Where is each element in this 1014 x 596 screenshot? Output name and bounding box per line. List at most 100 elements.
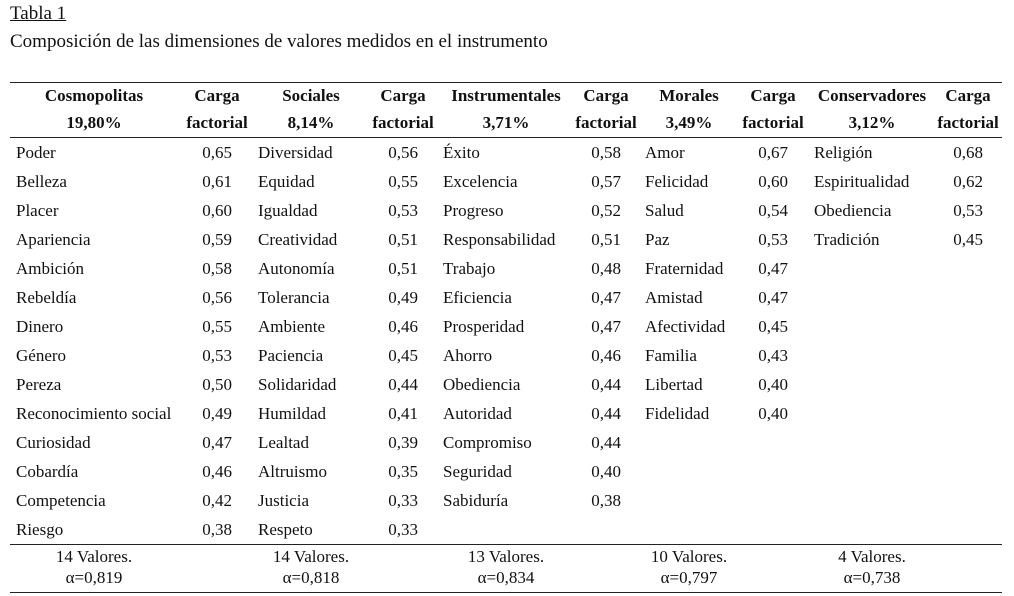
item-name: Curiosidad [16, 433, 91, 452]
item-name: Paciencia [258, 346, 324, 365]
item-name: Libertad [645, 375, 703, 394]
item-loading: 0,49 [202, 404, 232, 423]
item-loading: 0,33 [388, 520, 418, 539]
item-name: Equidad [258, 172, 315, 191]
item-loading: 0,47 [591, 288, 621, 307]
item-loading: 0,55 [388, 172, 418, 191]
item-loading: 0,45 [758, 317, 788, 336]
item-loading: 0,43 [758, 346, 788, 365]
item-loading: 0,59 [202, 230, 232, 249]
header-rule [10, 137, 1002, 138]
item-loading: 0,67 [758, 143, 788, 162]
item-name: Riesgo [16, 520, 64, 539]
footer-count: 13 Valores. [467, 547, 545, 566]
item-loading: 0,45 [388, 346, 418, 365]
item-name: Solidaridad [258, 375, 337, 394]
item-loading: 0,58 [202, 259, 232, 278]
item-loading: 0,42 [202, 491, 232, 510]
item-loading: 0,51 [591, 230, 621, 249]
item-name: Responsabilidad [443, 230, 556, 249]
item-loading: 0,38 [591, 491, 621, 510]
item-name: Creatividad [258, 230, 338, 249]
item-loading: 0,45 [953, 230, 983, 249]
item-name: Compromiso [443, 433, 532, 452]
loading-header: factorial [742, 113, 804, 132]
item-loading: 0,61 [202, 172, 232, 191]
item-name: Autoridad [443, 404, 512, 423]
item-name: Éxito [443, 143, 480, 162]
group-name: Sociales [282, 86, 340, 105]
item-name: Tradición [814, 230, 880, 249]
item-name: Justicia [258, 491, 309, 510]
loading-header: factorial [937, 113, 999, 132]
item-name: Fidelidad [645, 404, 710, 423]
item-name: Altruismo [258, 462, 327, 481]
item-loading: 0,60 [202, 201, 232, 220]
item-loading: 0,57 [591, 172, 621, 191]
item-loading: 0,53 [758, 230, 788, 249]
footer-count: 10 Valores. [650, 547, 728, 566]
item-loading: 0,41 [388, 404, 418, 423]
item-loading: 0,56 [202, 288, 232, 307]
item-name: Igualdad [258, 201, 318, 220]
footer-rule [10, 544, 1002, 545]
item-name: Apariencia [16, 230, 91, 249]
item-loading: 0,53 [202, 346, 232, 365]
item-name: Trabajo [443, 259, 496, 278]
item-name: Diversidad [258, 143, 333, 162]
item-loading: 0,62 [953, 172, 983, 191]
item-name: Afectividad [645, 317, 726, 336]
item-loading: 0,49 [388, 288, 418, 307]
item-name: Felicidad [645, 172, 709, 191]
item-name: Género [16, 346, 67, 365]
footer-count: 14 Valores. [272, 547, 350, 566]
item-loading: 0,47 [758, 259, 788, 278]
footer-alpha: α=0,819 [65, 568, 123, 587]
item-loading: 0,60 [758, 172, 788, 191]
item-name: Progreso [443, 201, 504, 220]
item-name: Amistad [645, 288, 703, 307]
item-name: Espiritualidad [814, 172, 910, 191]
item-name: Placer [16, 201, 59, 220]
item-loading: 0,51 [388, 259, 418, 278]
footer-alpha: α=0,738 [843, 568, 901, 587]
group-name: Morales [659, 86, 719, 105]
footer-alpha: α=0,797 [660, 568, 718, 587]
loading-header: Carga [583, 86, 629, 105]
item-name: Respeto [258, 520, 313, 539]
footer-count: 14 Valores. [55, 547, 133, 566]
table-number: Tabla 1 [10, 3, 67, 24]
item-name: Rebeldía [16, 288, 77, 307]
item-name: Excelencia [443, 172, 518, 191]
loading-header: factorial [186, 113, 248, 132]
loading-header: Carga [380, 86, 426, 105]
group-percent: 8,14% [287, 113, 335, 132]
table-caption: Composición de las dimensiones de valore… [10, 31, 548, 52]
item-loading: 0,51 [388, 230, 418, 249]
group-name: Cosmopolitas [44, 86, 144, 105]
item-loading: 0,55 [202, 317, 232, 336]
item-name: Autonomía [258, 259, 335, 278]
item-name: Prosperidad [443, 317, 525, 336]
item-name: Ahorro [443, 346, 493, 365]
item-loading: 0,54 [758, 201, 788, 220]
item-name: Salud [645, 201, 684, 220]
top-rule [10, 82, 1002, 83]
item-name: Amor [645, 143, 685, 162]
footer-alpha: α=0,834 [477, 568, 535, 587]
item-loading: 0,65 [202, 143, 232, 162]
item-name: Poder [16, 143, 56, 162]
group-name: Instrumentales [451, 86, 561, 105]
item-loading: 0,46 [591, 346, 621, 365]
item-name: Ambiente [258, 317, 326, 336]
item-loading: 0,47 [591, 317, 621, 336]
item-loading: 0,47 [758, 288, 788, 307]
bottom-rule [10, 592, 1002, 593]
item-loading: 0,35 [388, 462, 418, 481]
item-name: Dinero [16, 317, 64, 336]
group-percent: 3,71% [482, 113, 530, 132]
item-loading: 0,53 [388, 201, 418, 220]
footer-count: 4 Valores. [838, 547, 906, 566]
item-loading: 0,44 [388, 375, 418, 394]
item-name: Paz [645, 230, 670, 249]
